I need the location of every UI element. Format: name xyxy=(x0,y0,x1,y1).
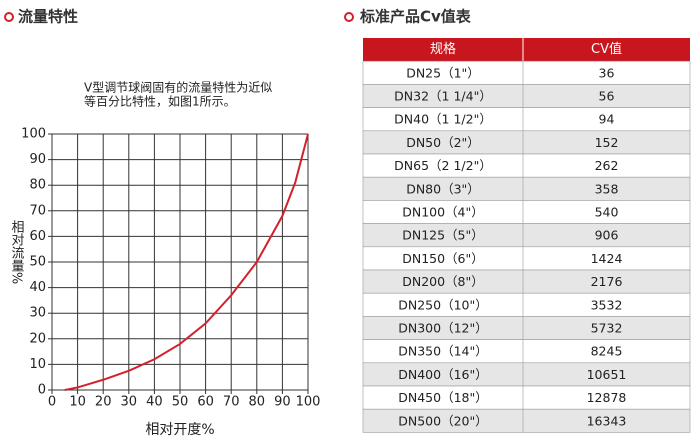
y-tick-label: 30 xyxy=(29,306,46,321)
annotation: 等百分比特性，如图1所示。 xyxy=(84,94,236,109)
table-cell: DN40（1 1/2"） xyxy=(394,112,492,127)
annotation: V型调节球阀固有的流量特性为近似 xyxy=(84,80,272,95)
right-heading: 标准产品Cv值表 xyxy=(359,8,472,26)
table-cell: DN125（5"） xyxy=(402,228,484,243)
table-cell: DN500（20"） xyxy=(398,413,488,428)
table-header: 规格 xyxy=(430,41,456,57)
y-tick-label: 90 xyxy=(29,152,46,167)
left-heading: 流量特性 xyxy=(18,8,78,26)
table-cell: 358 xyxy=(595,181,619,196)
table-cell: DN100（4"） xyxy=(402,205,484,220)
table-cell: 16343 xyxy=(587,413,627,428)
x-tick-label: 10 xyxy=(69,395,86,410)
table-cell: DN65（2 1/2"） xyxy=(394,158,492,173)
table-cell: 3532 xyxy=(591,297,623,312)
y-tick-label: 10 xyxy=(29,357,46,372)
x-tick-label: 60 xyxy=(197,395,214,410)
table-cell: DN450（18"） xyxy=(398,390,488,405)
table-cell: 1424 xyxy=(591,251,623,266)
bullet xyxy=(344,12,354,22)
curve xyxy=(64,133,309,391)
x-tick-label: 20 xyxy=(95,395,112,410)
y-tick-label: 20 xyxy=(29,331,46,346)
x-tick-label: 100 xyxy=(296,395,321,410)
table-cell: 5732 xyxy=(591,321,623,336)
x-tick-label: 70 xyxy=(223,395,240,410)
x-tick-label: 80 xyxy=(249,395,266,410)
table-cell: 10651 xyxy=(587,367,627,382)
table-row-bg xyxy=(362,408,691,433)
table-cell: DN150（6"） xyxy=(402,251,484,266)
y-tick-label: 60 xyxy=(29,229,46,244)
y-tick-label: 100 xyxy=(21,127,46,142)
table-cell: 94 xyxy=(599,112,615,127)
table-cell: DN200（8"） xyxy=(402,274,484,289)
bullet xyxy=(4,12,14,22)
table-cell: 152 xyxy=(595,135,619,150)
table-cell: DN32（1 1/4"） xyxy=(394,89,492,104)
table-cell: DN400（16"） xyxy=(398,367,488,382)
x-tick-label: 0 xyxy=(48,395,56,410)
y-tick-label: 40 xyxy=(29,280,46,295)
x-tick-label: 30 xyxy=(121,395,138,410)
table-cell: 36 xyxy=(599,65,615,80)
table-cell: DN25（1"） xyxy=(406,65,480,80)
table-cell: 906 xyxy=(595,228,619,243)
table-header: CV值 xyxy=(591,41,622,57)
table-cell: 56 xyxy=(599,89,615,104)
y-tick-label: 80 xyxy=(29,178,46,193)
x-tick-label: 50 xyxy=(172,395,189,410)
table-cell: DN300（12"） xyxy=(398,321,488,336)
table-cell: 262 xyxy=(595,158,619,173)
table-header-bg xyxy=(363,38,690,62)
table-cell: DN350（14"） xyxy=(398,344,488,359)
x-axis-label: 相对开度% xyxy=(145,422,214,438)
table-cell: DN250（10"） xyxy=(398,297,488,312)
y-tick-label: 70 xyxy=(29,203,46,218)
y-tick-label: 50 xyxy=(29,255,46,270)
table-cell: DN80（3"） xyxy=(406,181,480,196)
y-axis-label: 相对流量% xyxy=(9,220,25,284)
table-cell: 8245 xyxy=(591,344,623,359)
table-cell: 12878 xyxy=(587,390,627,405)
y-tick-label: 0 xyxy=(38,383,46,398)
table-cell: 2176 xyxy=(591,274,623,289)
table-cell: DN50（2"） xyxy=(406,135,480,150)
x-tick-label: 40 xyxy=(146,395,163,410)
x-tick-label: 90 xyxy=(274,395,291,410)
table-cell: 540 xyxy=(595,205,619,220)
